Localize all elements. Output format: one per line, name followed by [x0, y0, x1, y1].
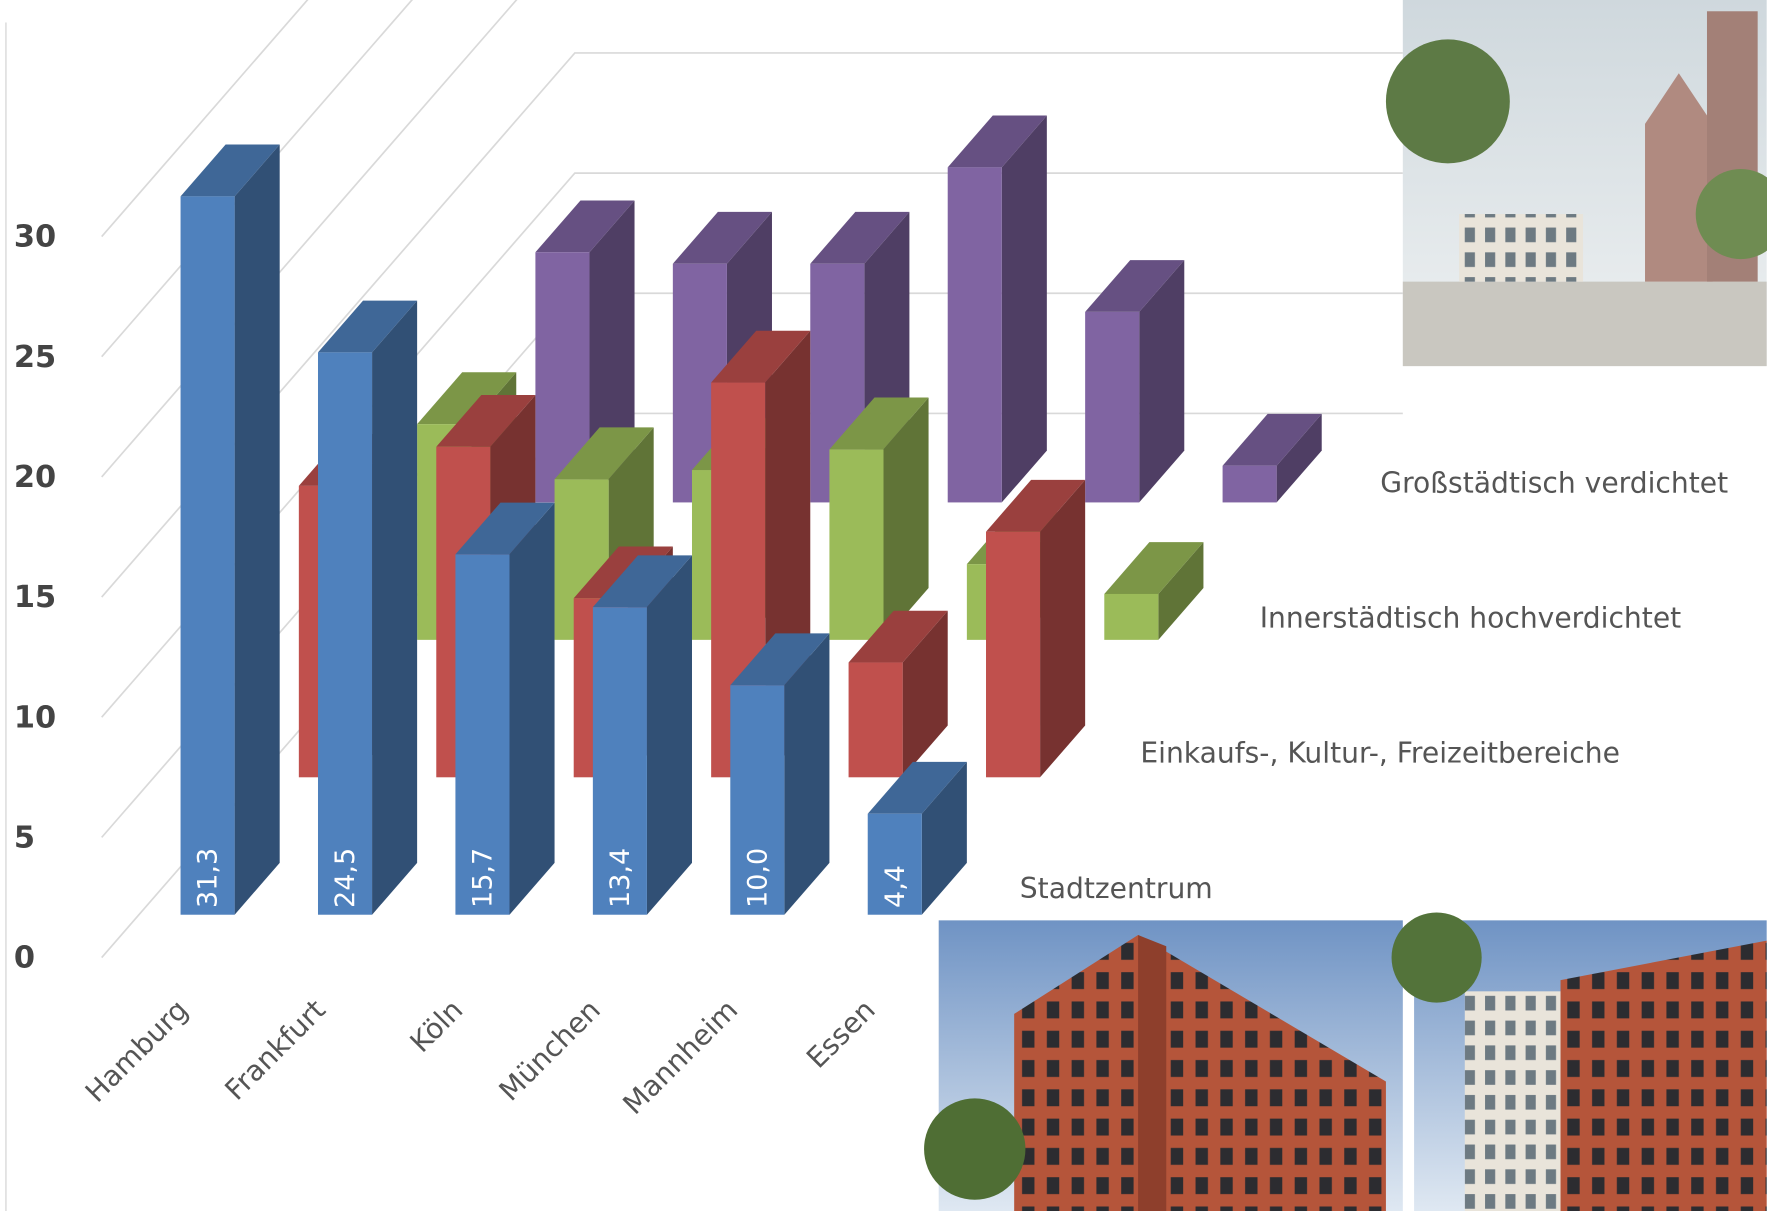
- bar-side: [234, 144, 280, 915]
- bar: [947, 115, 1047, 503]
- bar-top: [1222, 413, 1322, 466]
- bar-front: [947, 167, 1002, 503]
- legend-label: Stadtzentrum: [1020, 872, 1213, 905]
- y-tick-label: 25: [14, 340, 56, 375]
- bar-side: [589, 200, 635, 503]
- bar-front: [180, 196, 235, 915]
- bar-front: [455, 554, 510, 915]
- x-tick-label: München: [493, 993, 607, 1107]
- bar-front: [317, 352, 373, 915]
- bar-top: [947, 115, 1047, 168]
- bar: 31,3: [180, 144, 280, 915]
- value-label: 24,5: [330, 848, 361, 908]
- bar: 10,0: [730, 633, 830, 915]
- bar-top: [1104, 542, 1204, 594]
- x-tick-label: Köln: [404, 993, 470, 1059]
- bar-top: [436, 394, 536, 447]
- photo: [1385, 0, 1767, 367]
- bar-front: [1085, 311, 1140, 503]
- bar: [1085, 260, 1185, 503]
- value-label: 31,3: [193, 848, 224, 908]
- bars: 31,3 24,5 15,7 13,4 10,0 4,4: [180, 115, 1322, 915]
- bar-front: [1222, 465, 1277, 503]
- value-label: 10,0: [742, 848, 773, 908]
- y-tick-label: 15: [14, 580, 56, 615]
- bar-side: [1139, 260, 1185, 503]
- bar-top: [535, 200, 635, 253]
- bar-side: [921, 761, 967, 915]
- bar-front: [592, 607, 647, 915]
- bar-top: [317, 300, 418, 353]
- y-tick-label: 20: [14, 460, 56, 495]
- bar: 4,4: [867, 761, 967, 915]
- bar: [1222, 413, 1322, 503]
- bar: [986, 479, 1086, 778]
- photo: [1391, 912, 1767, 1211]
- x-tick-label: Hamburg: [79, 993, 195, 1109]
- bar-top: [554, 427, 654, 480]
- bar-side: [902, 610, 948, 778]
- bar-side: [509, 502, 555, 915]
- bar-front: [848, 662, 903, 778]
- grid-line: [101, 0, 309, 238]
- bar-top: [867, 761, 967, 814]
- x-tick-label: Mannheim: [617, 993, 745, 1121]
- bar-side: [646, 555, 692, 915]
- bar-top: [730, 633, 830, 686]
- bar-side: [1001, 115, 1047, 503]
- bar-front: [1104, 593, 1159, 640]
- bar-side: [1040, 479, 1086, 778]
- y-tick-label: 5: [14, 821, 35, 856]
- legend-label: Innerstädtisch hochverdichtet: [1260, 601, 1681, 634]
- bar-top: [592, 555, 692, 608]
- x-tick-label: Essen: [800, 993, 882, 1075]
- bar-side: [1276, 413, 1322, 503]
- bar: 15,7: [455, 502, 555, 915]
- y-tick-label: 30: [14, 220, 56, 255]
- bar: [848, 610, 948, 778]
- bar-front: [867, 813, 922, 915]
- value-label: 4,4: [880, 865, 911, 908]
- bar-top: [829, 397, 929, 450]
- bar: [829, 397, 929, 640]
- legend-label: Großstädtisch verdichtet: [1380, 466, 1728, 499]
- bar: 24,5: [317, 300, 418, 915]
- legend-label: Einkaufs-, Kultur-, Freizeitbereiche: [1140, 737, 1620, 770]
- bar-top: [180, 144, 280, 197]
- bar-side: [1158, 542, 1204, 640]
- value-label: 13,4: [605, 848, 636, 908]
- value-label: 15,7: [467, 848, 498, 908]
- bar: 13,4: [592, 555, 692, 915]
- bar-front: [829, 449, 884, 640]
- bar-front: [730, 685, 785, 915]
- bar-top: [986, 479, 1086, 532]
- x-tick-label: Frankfurt: [218, 993, 332, 1107]
- bar-top: [1085, 260, 1185, 312]
- photo: [924, 920, 1403, 1211]
- y-tick-label: 0: [14, 941, 35, 976]
- bar-top: [810, 211, 910, 264]
- bar-top: [672, 211, 772, 264]
- bar-front: [986, 531, 1041, 778]
- y-tick-label: 10: [14, 700, 56, 735]
- bar-side: [784, 633, 830, 915]
- bar: [1104, 542, 1204, 640]
- bar-top: [848, 610, 948, 663]
- bar-side: [372, 300, 418, 915]
- bar-top: [711, 330, 811, 383]
- bar-top: [417, 372, 517, 425]
- bar-side: [883, 397, 929, 640]
- bar-top: [455, 502, 555, 555]
